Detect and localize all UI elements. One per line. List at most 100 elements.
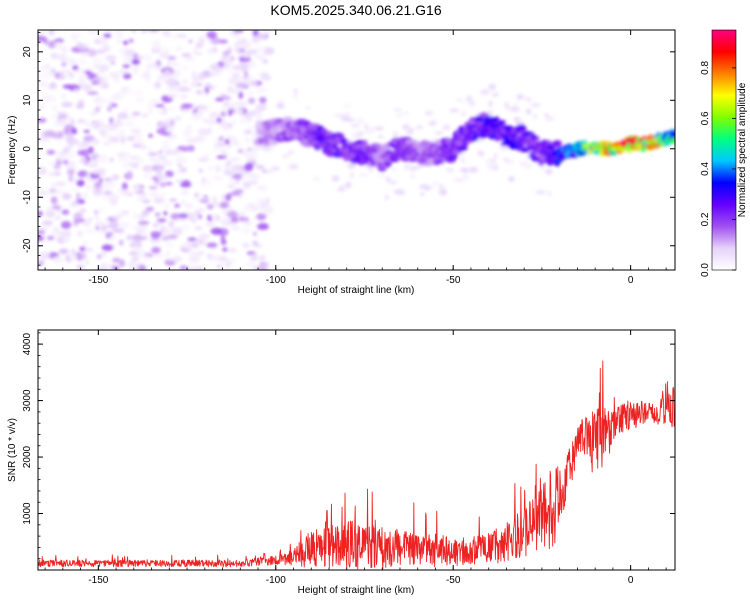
heat-noise-blob <box>122 40 129 46</box>
heat-noise-blob <box>453 176 458 183</box>
heat-noise-blob <box>203 151 209 159</box>
heat-noise-blob <box>141 211 150 216</box>
heat-noise-blob <box>278 99 284 103</box>
heat-noise-blob <box>458 152 467 160</box>
heat-noise-blob <box>38 260 44 266</box>
heat-noise-blob <box>145 206 155 212</box>
heat-noise-blob <box>334 113 345 118</box>
heat-noise-blob <box>226 261 231 268</box>
heat-noise-blob <box>239 41 252 50</box>
heat-noise-blob <box>461 167 469 174</box>
spectrogram-frame <box>37 29 676 271</box>
heat-noise-blob <box>39 30 48 35</box>
heat-noise-blob <box>405 130 414 135</box>
heat-noise-blob <box>51 114 57 120</box>
heat-noise-blob <box>67 138 79 145</box>
heat-noise-blob <box>143 175 154 179</box>
heat-noise-blob <box>491 92 500 98</box>
heat-noise-blob <box>156 220 161 227</box>
heat-noise-blob <box>438 183 445 191</box>
heat-noise-blob <box>258 255 266 262</box>
heat-noise-blob <box>225 193 232 202</box>
heat-noise-blob <box>226 211 239 218</box>
heat-noise-blob <box>478 150 485 157</box>
heat-noise-blob <box>128 155 141 161</box>
heat-noise-blob <box>132 137 140 146</box>
heat-noise-blob <box>188 39 193 44</box>
heat-noise-blob <box>131 256 139 262</box>
heat-noise-blob <box>116 118 121 124</box>
heat-noise-blob <box>208 111 221 119</box>
heat-noise-blob <box>77 59 88 65</box>
heat-noise-blob <box>84 247 94 252</box>
heat-noise-blob <box>51 105 59 112</box>
heat-noise-blob <box>158 150 163 154</box>
heat-noise-blob <box>140 192 147 196</box>
heat-noise-blob <box>535 189 546 195</box>
heat-noise-blob <box>101 183 109 190</box>
heat-noise-blob <box>479 89 490 95</box>
heat-noise-blob <box>158 152 164 158</box>
heat-noise-blob <box>390 180 397 185</box>
heat-noise-blob <box>248 180 259 185</box>
heat-noise-blob <box>44 63 51 70</box>
heat-noise-blob <box>220 139 226 144</box>
heat-noise-blob <box>217 39 228 44</box>
heat-noise-blob <box>101 244 114 252</box>
heat-noise-blob <box>198 168 204 174</box>
heat-noise-blob <box>44 137 50 143</box>
x-tick-label: -100 <box>266 275 286 286</box>
heat-noise-blob <box>122 64 131 69</box>
heat-noise-blob <box>209 254 221 262</box>
heat-noise-blob <box>168 220 175 228</box>
spectrogram-heat <box>38 30 675 270</box>
heat-noise-blob <box>72 65 79 71</box>
heat-noise-blob <box>188 251 201 259</box>
heat-noise-blob <box>170 213 181 220</box>
heat-noise-blob <box>236 101 248 106</box>
heat-noise-blob <box>168 234 178 240</box>
heat-noise-blob <box>38 35 46 43</box>
heat-noise-blob <box>165 250 171 257</box>
heat-noise-blob <box>97 167 105 173</box>
heat-noise-blob <box>195 89 204 95</box>
heat-noise-blob <box>345 117 355 122</box>
x-tick-label: 0 <box>628 275 634 286</box>
heat-noise-blob <box>48 188 57 193</box>
heat-noise-blob <box>165 243 174 248</box>
heat-noise-blob <box>133 91 145 96</box>
heat-noise-blob <box>379 173 386 178</box>
heat-noise-blob <box>238 62 251 71</box>
heat-noise-blob <box>442 124 451 131</box>
heat-noise-blob <box>205 82 211 87</box>
heat-noise-blob <box>256 198 268 202</box>
heat-noise-blob <box>178 213 188 219</box>
heat-noise-blob <box>148 153 155 162</box>
heat-noise-blob <box>164 170 174 178</box>
heat-noise-blob <box>336 187 347 192</box>
heat-noise-blob <box>266 168 275 174</box>
heat-noise-blob <box>396 113 403 117</box>
heat-noise-blob <box>58 248 69 255</box>
heat-noise-blob <box>351 131 360 139</box>
heat-noise-blob <box>246 261 256 268</box>
heat-noise-blob <box>175 149 183 154</box>
colorbar-label: Normalized spectral amplitude <box>737 82 748 217</box>
heat-noise-blob <box>175 169 181 175</box>
heat-noise-blob <box>339 184 346 189</box>
heat-noise-blob <box>135 226 148 232</box>
heat-noise-blob <box>205 222 215 227</box>
heat-noise-blob <box>288 150 294 155</box>
heat-noise-blob <box>70 248 76 255</box>
heat-noise-blob <box>148 30 160 33</box>
heat-noise-blob <box>108 198 119 202</box>
heat-noise-blob <box>169 198 178 202</box>
heat-noise-blob <box>532 113 538 120</box>
heat-noise-blob <box>355 117 366 125</box>
heat-noise-blob <box>247 115 253 122</box>
heat-noise-blob <box>167 93 178 99</box>
heat-noise-blob <box>49 82 57 90</box>
heat-noise-blob <box>63 160 69 165</box>
heat-noise-blob <box>74 219 81 223</box>
heat-noise-blob <box>85 228 96 234</box>
